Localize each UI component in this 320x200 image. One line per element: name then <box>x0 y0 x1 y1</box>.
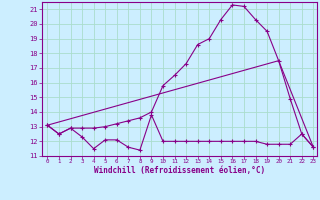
X-axis label: Windchill (Refroidissement éolien,°C): Windchill (Refroidissement éolien,°C) <box>94 166 265 175</box>
